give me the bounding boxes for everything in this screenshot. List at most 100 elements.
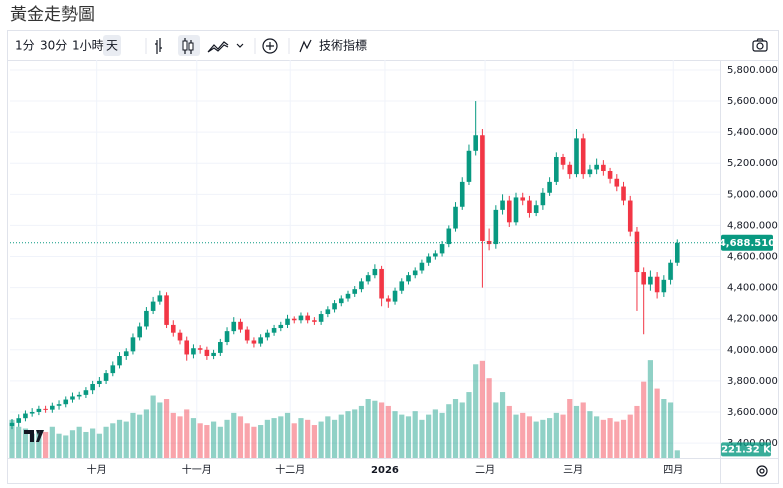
volume-bar: [513, 414, 519, 458]
candle-body: [641, 272, 646, 285]
volume-bar: [197, 423, 203, 458]
volume-bar: [231, 412, 237, 458]
volume-bar: [372, 400, 378, 458]
volume-bar: [237, 416, 244, 458]
volume-bar: [466, 392, 472, 458]
volume-bar: [204, 425, 210, 458]
volume-bar: [567, 399, 573, 458]
y-tick-label: 5,200.000: [727, 158, 778, 169]
y-tick-label: 4,000.000: [727, 345, 778, 356]
interval-button[interactable]: 1小時: [72, 39, 104, 53]
volume-bar: [90, 428, 96, 458]
volume-bar: [674, 450, 680, 458]
candle-body: [318, 314, 324, 322]
candle-body: [164, 295, 169, 325]
interval-button[interactable]: 天: [106, 39, 118, 53]
volume-bar: [573, 405, 580, 458]
volume-bar: [412, 411, 418, 458]
candle-body: [123, 351, 129, 357]
volume-bar: [16, 426, 22, 458]
candle-body: [218, 342, 223, 353]
indicators-button[interactable]: 技術指標: [319, 38, 367, 53]
candle-body: [244, 329, 250, 341]
candle-body: [426, 256, 431, 263]
volume-bar: [580, 402, 586, 458]
volume-bar: [614, 421, 620, 458]
candle-body: [231, 321, 237, 332]
volume-bar: [244, 423, 250, 458]
volume-bar: [76, 426, 82, 458]
last-price-box: [721, 234, 773, 251]
snapshot-icon[interactable]: [752, 38, 768, 52]
volume-bar: [69, 430, 76, 458]
candle-body: [36, 408, 42, 412]
volume-bar: [520, 412, 526, 458]
candles-icon[interactable]: [182, 38, 194, 54]
candle-body: [412, 270, 418, 276]
y-tick-label: 5,000.000: [727, 189, 778, 200]
candle-body: [493, 209, 499, 245]
indicators-icon[interactable]: [299, 39, 312, 53]
settings-icon[interactable]: [756, 465, 768, 477]
interval-button[interactable]: 30分: [40, 39, 67, 53]
volume-bar: [587, 411, 593, 458]
interval-button[interactable]: 1分: [15, 39, 35, 53]
volume-bar: [36, 430, 42, 458]
candle-body: [527, 200, 532, 213]
candle-body: [258, 337, 263, 344]
candle-body: [76, 394, 82, 397]
area-icon[interactable]: [207, 41, 229, 53]
candle-body: [386, 298, 391, 302]
volume-bar: [499, 392, 506, 458]
candle-body: [500, 200, 505, 210]
candle-body: [580, 138, 586, 175]
candle-body: [648, 276, 653, 285]
candle-body: [520, 197, 526, 201]
candle-body: [453, 206, 458, 229]
candle-body: [211, 352, 216, 357]
compare-icon[interactable]: [262, 38, 278, 54]
candle-body: [298, 315, 304, 321]
volume-bar: [446, 404, 452, 458]
bars-icon[interactable]: [155, 38, 162, 54]
volume-bar: [486, 378, 492, 458]
volume-bar: [331, 419, 338, 458]
candle-body: [332, 303, 337, 310]
volume-bar: [29, 433, 35, 458]
volume-bar: [264, 419, 270, 458]
x-tick-label: 十月: [87, 463, 107, 476]
candle-body: [406, 275, 411, 282]
candle-body: [352, 289, 358, 294]
candle-body: [16, 418, 22, 423]
volume-bar: [473, 364, 479, 458]
widget-frame: [7, 30, 779, 484]
volume-bar: [9, 419, 15, 458]
candle-body: [90, 383, 95, 391]
volume-bar: [392, 411, 398, 458]
candle-body: [43, 408, 48, 410]
volume-bar: [22, 428, 29, 458]
candle-body: [23, 413, 28, 419]
last-volume-label: 221.32 K: [721, 444, 772, 455]
volume-bar: [116, 419, 123, 458]
candle-body: [674, 242, 680, 263]
candle-body: [204, 349, 210, 357]
volume-bar: [170, 412, 176, 458]
volume-bar: [224, 419, 230, 458]
candle-body: [668, 262, 673, 280]
volume-bar: [526, 416, 533, 458]
candle-body: [446, 228, 452, 245]
volume-bar: [143, 409, 149, 458]
volume-bar: [305, 419, 311, 458]
candle-body: [271, 328, 277, 333]
x-tick-label: 四月: [663, 464, 683, 476]
volume-bar: [654, 388, 660, 458]
tradingview-logo: [24, 430, 44, 442]
chart-type-dropdown[interactable]: [236, 43, 244, 48]
x-tick-label: 十二月: [275, 463, 305, 476]
volume-bar: [123, 421, 129, 458]
candle-body: [338, 298, 344, 304]
candle-body: [305, 315, 310, 321]
candle-body: [533, 205, 539, 213]
